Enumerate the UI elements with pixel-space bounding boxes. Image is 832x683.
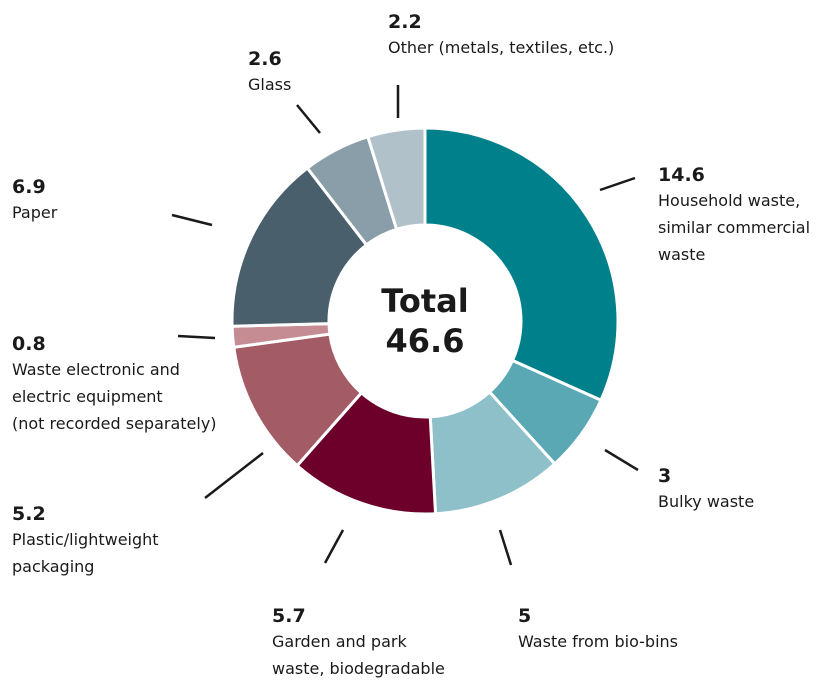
segment-label: 5.7 Garden and park waste, biodegradable [272, 604, 445, 682]
value-label: 2.6 [248, 48, 282, 70]
value-label: 3 [658, 465, 672, 487]
segment-label: 2.6 Glass [248, 47, 291, 98]
value-label: 5.2 [12, 503, 46, 525]
category-label: Waste electronic and electric equipment … [12, 360, 217, 433]
segment-label: 5 Waste from bio-bins [518, 604, 678, 655]
leader-line [599, 176, 636, 192]
category-label: Household waste, similar commercial wast… [658, 191, 811, 264]
category-label: Plastic/lightweight packaging [12, 530, 159, 576]
value-label: 6.9 [12, 176, 46, 198]
wedge [423, 126, 620, 403]
value-label: 2.2 [388, 11, 422, 33]
category-label: Garden and park waste, biodegradable [272, 632, 445, 678]
segment-label: 2.2 Other (metals, textiles, etc.) [388, 10, 614, 61]
value-label: 0.8 [12, 333, 46, 355]
center-value: 46.6 [385, 322, 465, 360]
value-label: 5 [518, 605, 532, 627]
leader-line [204, 452, 264, 499]
leader-line [498, 529, 513, 566]
leader-line [177, 334, 216, 340]
wedge [365, 126, 427, 232]
leader-line [323, 529, 345, 564]
leader-line [296, 104, 321, 134]
center-label: Total [381, 282, 469, 320]
category-label: Other (metals, textiles, etc.) [388, 38, 615, 57]
category-label: Waste from bio-bins [518, 632, 678, 651]
category-label: Glass [248, 75, 292, 94]
leader-line [604, 448, 639, 472]
value-label: 14.6 [658, 164, 705, 186]
value-label: 5.7 [272, 605, 306, 627]
segment-label: 14.6 Household waste, similar commercial … [658, 163, 810, 268]
segment-label: 6.9 Paper [12, 175, 57, 226]
leader-line [171, 213, 213, 227]
segment-label: 0.8 Waste electronic and electric equipme… [12, 332, 217, 437]
segment-label: 5.2 Plastic/lightweight packaging [12, 502, 159, 580]
segment-label: 3 Bulky waste [658, 464, 754, 515]
category-label: Bulky waste [658, 492, 755, 511]
category-label: Paper [12, 203, 58, 222]
